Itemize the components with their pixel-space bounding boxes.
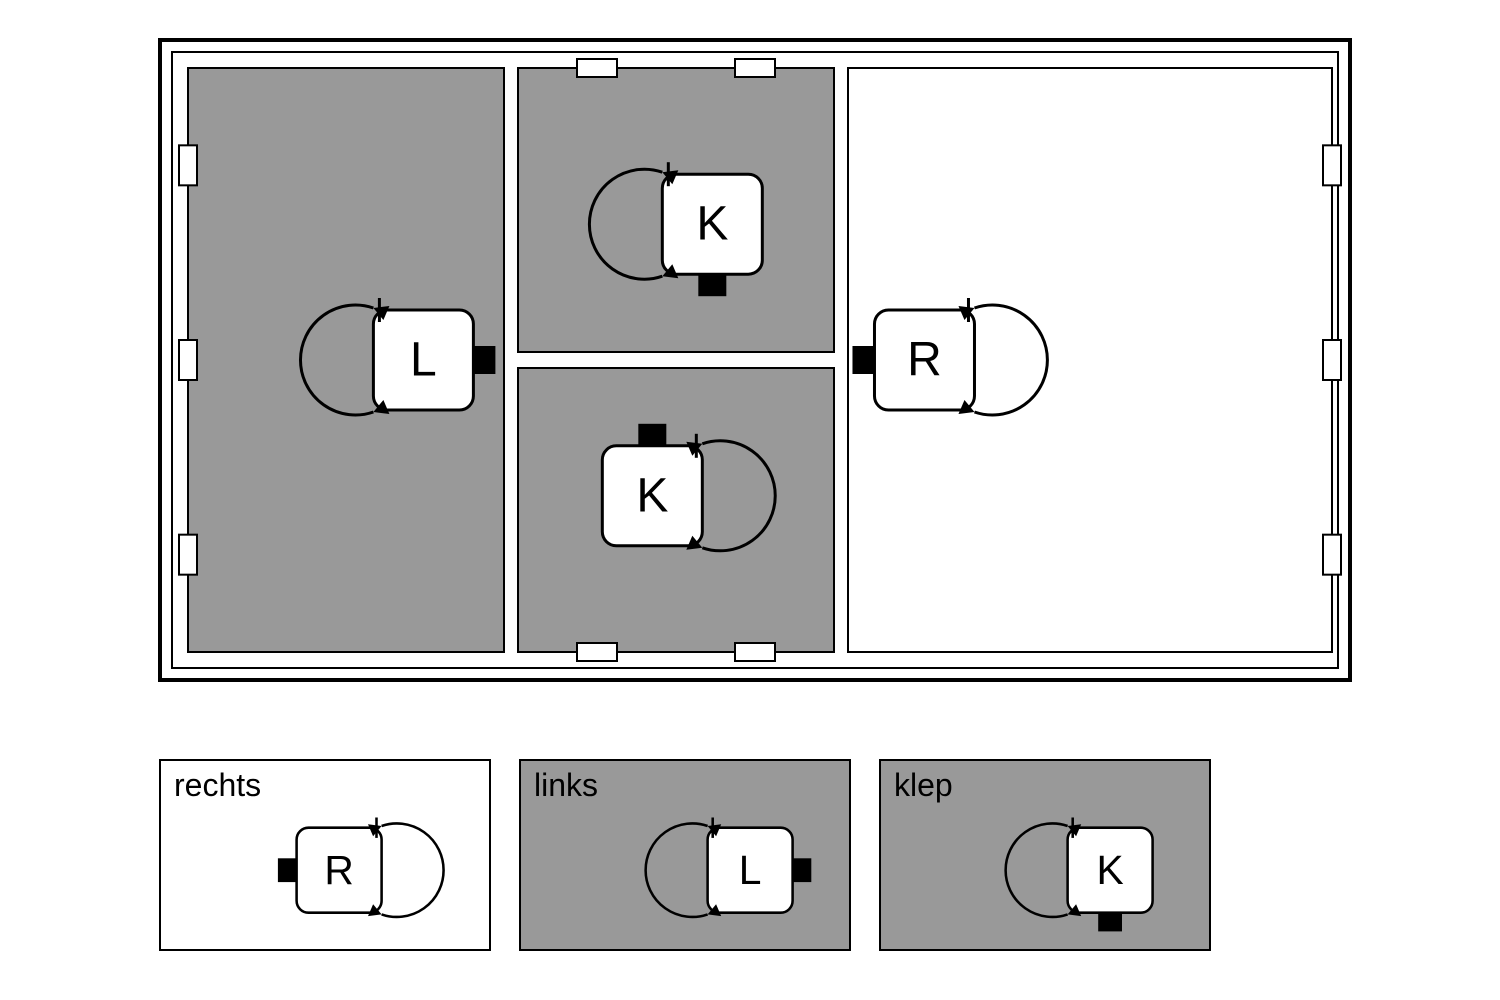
svg-text:K: K	[696, 198, 728, 251]
svg-text:R: R	[907, 334, 942, 387]
hinge-icon	[735, 59, 775, 77]
panel-K1: K	[518, 59, 834, 352]
hinge-icon	[1323, 340, 1341, 380]
hinge-icon	[179, 535, 197, 575]
legend-klep: klep K	[880, 760, 1210, 950]
svg-text:L: L	[739, 847, 762, 893]
hinge-icon	[735, 643, 775, 661]
hinge-icon	[1323, 145, 1341, 185]
panel-R: R	[848, 68, 1341, 652]
svg-text:L: L	[410, 334, 437, 387]
hinge-icon	[577, 643, 617, 661]
legend-rechts: rechts R	[160, 760, 490, 950]
svg-text:K: K	[636, 469, 668, 522]
panel-K2: K	[518, 368, 834, 661]
door-swing-diagram: L K K R rechts Rlinks Lklep K	[0, 0, 1500, 1000]
hinge-icon	[179, 340, 197, 380]
legend-label: links	[534, 767, 598, 803]
hinge-icon	[1323, 535, 1341, 575]
hinge-icon	[577, 59, 617, 77]
panel-L: L	[179, 68, 504, 652]
legend-links: links L	[520, 760, 850, 950]
legend-label: klep	[894, 767, 953, 803]
svg-text:K: K	[1096, 847, 1123, 893]
hinge-icon	[179, 145, 197, 185]
svg-text:R: R	[324, 847, 353, 893]
legend-label: rechts	[174, 767, 261, 803]
